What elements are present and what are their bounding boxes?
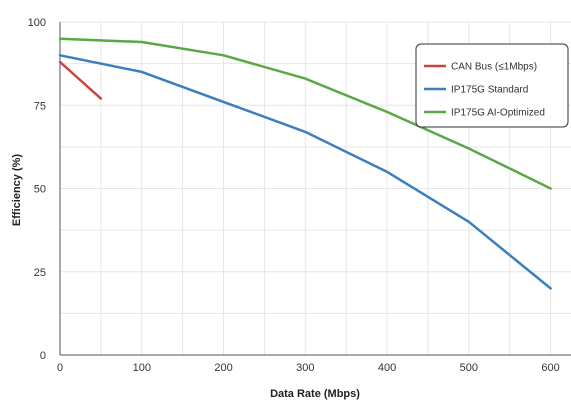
legend: CAN Bus (≤1Mbps) IP175G Standard IP175G AI…: [415, 43, 569, 128]
legend-label: CAN Bus (≤1Mbps): [451, 62, 537, 73]
legend-label: IP175G Standard: [451, 85, 528, 96]
x-tick-label: 0: [57, 362, 63, 374]
axes: [59, 22, 571, 356]
x-tick-label: 500: [460, 362, 478, 374]
x-tick-label: 300: [296, 362, 314, 374]
y-tick-label: 0: [40, 350, 46, 362]
x-tick-label: 600: [541, 362, 559, 374]
legend-box: [415, 43, 569, 128]
y-axis-title: Efficiency (%): [11, 154, 23, 226]
x-axis-title: Data Rate (Mbps): [270, 388, 360, 400]
legend-label: IP175G AI-Optimized: [451, 108, 545, 119]
tick-labels: 0 100 200 300 400 500 600 0 25 50 75 100: [28, 17, 560, 374]
y-tick-label: 50: [34, 184, 46, 196]
series-line-2: [58, 37, 552, 190]
x-tick-label: 100: [133, 362, 151, 374]
y-tick-label: 25: [34, 267, 46, 279]
series-line-0: [58, 60, 103, 100]
x-tick-label: 400: [378, 362, 396, 374]
y-tick-label: 100: [28, 17, 46, 29]
y-tick-label: 75: [34, 100, 46, 112]
series-lines: [58, 37, 552, 290]
series-line-1: [58, 54, 552, 290]
x-tick-label: 200: [214, 362, 232, 374]
